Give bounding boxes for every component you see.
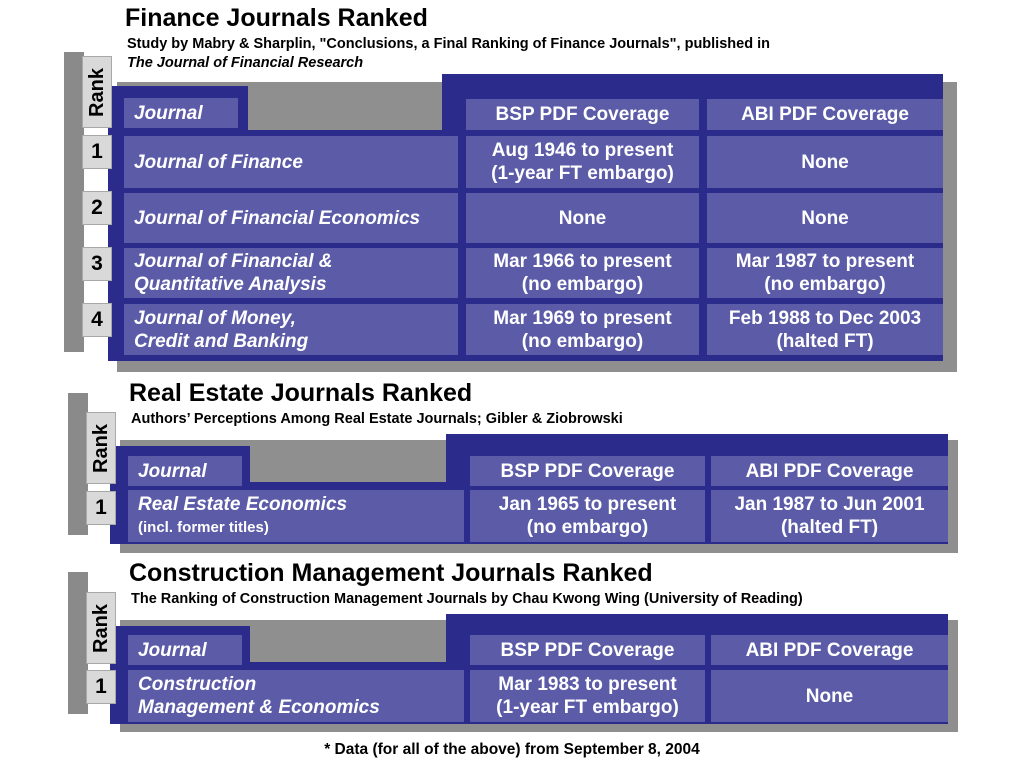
- construction-rank-header: Rank: [86, 592, 116, 664]
- realestate-row-1-journal-line1: Real Estate Economics: [138, 494, 348, 515]
- finance-row-1-bsp-line1: Aug 1946 to present: [491, 140, 674, 161]
- finance-row-3-journal: Journal of Financial & Quantitative Analy…: [124, 248, 458, 298]
- construction-row-1-bsp: Mar 1983 to present (1-year FT embargo): [470, 670, 705, 722]
- construction-row-1-journal: Construction Management & Economics: [128, 670, 464, 722]
- finance-rank-3: 3: [82, 247, 112, 281]
- footnote: * Data (for all of the above) from Septe…: [324, 741, 700, 758]
- realestate-rank-side: [68, 393, 88, 535]
- finance-row-3-abi-line2: (no embargo): [764, 274, 886, 295]
- finance-row-4-bsp: Mar 1969 to present (no embargo): [466, 304, 699, 355]
- construction-header-bsp: BSP PDF Coverage: [470, 635, 705, 665]
- finance-row-2-journal: Journal of Financial Economics: [124, 193, 458, 243]
- finance-row-1-journal: Journal of Finance: [124, 136, 458, 188]
- construction-header-abi: ABI PDF Coverage: [711, 635, 948, 665]
- construction-row-1-journal-line2: Management & Economics: [138, 697, 380, 718]
- realestate-row-1-abi-line2: (halted FT): [780, 517, 879, 538]
- finance-row-3-bsp-line2: (no embargo): [521, 274, 644, 295]
- finance-subtitle-journal: The Journal of Financial Research: [127, 55, 364, 71]
- finance-title: Finance Journals Ranked: [125, 4, 428, 32]
- construction-row-1-abi: None: [711, 670, 948, 722]
- finance-rank-2: 2: [82, 191, 112, 225]
- finance-row-3-bsp-line1: Mar 1966 to present: [493, 251, 672, 272]
- realestate-subtitle: Authors’ Perceptions Among Real Estate J…: [131, 411, 623, 427]
- finance-row-4-journal: Journal of Money, Credit and Banking: [124, 304, 458, 355]
- construction-rank-label: Rank: [89, 603, 112, 653]
- realestate-row-1-abi-line1: Jan 1987 to Jun 2001: [734, 494, 925, 515]
- realestate-header-bsp: BSP PDF Coverage: [470, 456, 705, 486]
- realestate-rank-label: Rank: [89, 423, 112, 473]
- finance-row-4-journal-line2: Credit and Banking: [134, 330, 309, 352]
- finance-header-bsp: BSP PDF Coverage: [466, 99, 699, 130]
- construction-header-journal: Journal: [128, 635, 242, 665]
- finance-row-4-abi: Feb 1988 to Dec 2003 (halted FT): [707, 304, 943, 355]
- finance-rank-side: [64, 52, 84, 352]
- finance-row-3-journal-line1: Journal of Financial &: [134, 251, 333, 272]
- construction-row-1-bsp-line1: Mar 1983 to present: [498, 674, 677, 695]
- realestate-rank-1: 1: [86, 491, 116, 525]
- finance-header-journal: Journal: [124, 98, 238, 128]
- finance-row-4-abi-line2: (halted FT): [776, 330, 874, 352]
- finance-rank-label: Rank: [85, 67, 108, 117]
- finance-row-4-bsp-line1: Mar 1969 to present: [493, 307, 672, 329]
- realestate-rank-header: Rank: [86, 412, 116, 484]
- finance-row-2-bsp: None: [466, 193, 699, 243]
- realestate-row-1-bsp-line2: (no embargo): [526, 517, 649, 538]
- realestate-row-1-journal: Real Estate Economics (incl. former title…: [128, 490, 464, 542]
- realestate-row-1-bsp-line1: Jan 1965 to present: [498, 494, 677, 515]
- finance-row-2-abi: None: [707, 193, 943, 243]
- construction-rank-side: [68, 572, 88, 714]
- realestate-row-1-bsp: Jan 1965 to present (no embargo): [470, 490, 705, 542]
- finance-rank-header: Rank: [82, 56, 112, 128]
- finance-rank-4: 4: [82, 303, 112, 337]
- finance-row-4-abi-line1: Feb 1988 to Dec 2003: [728, 307, 922, 329]
- realestate-header-journal: Journal: [128, 456, 242, 486]
- construction-subtitle: The Ranking of Construction Management J…: [131, 591, 803, 607]
- finance-row-3-abi-line1: Mar 1987 to present: [735, 251, 915, 272]
- finance-subtitle-text: Study by Mabry & Sharplin, "Conclusions,…: [127, 36, 770, 52]
- construction-row-1-journal-line1: Construction: [138, 674, 257, 695]
- realestate-title: Real Estate Journals Ranked: [129, 379, 473, 407]
- realestate-header-abi: ABI PDF Coverage: [711, 456, 948, 486]
- finance-rank-1: 1: [82, 135, 112, 169]
- construction-title: Construction Management Journals Ranked: [129, 559, 653, 587]
- realestate-row-1-abi: Jan 1987 to Jun 2001 (halted FT): [711, 490, 948, 542]
- finance-row-3-abi: Mar 1987 to present (no embargo): [707, 248, 943, 298]
- finance-header-abi: ABI PDF Coverage: [707, 99, 943, 130]
- construction-row-1-bsp-line2: (1-year FT embargo): [496, 697, 679, 718]
- finance-row-4-bsp-line2: (no embargo): [521, 330, 644, 352]
- finance-row-3-journal-line2: Quantitative Analysis: [134, 274, 327, 295]
- finance-row-4-journal-line1: Journal of Money,: [134, 307, 296, 329]
- construction-rank-1: 1: [86, 670, 116, 704]
- finance-subtitle: Study by Mabry & Sharplin, "Conclusions,…: [127, 35, 770, 73]
- finance-row-1-bsp-line2: (1-year FT embargo): [491, 163, 674, 184]
- finance-row-1-abi: None: [707, 136, 943, 188]
- realestate-row-1-journal-note: (incl. former titles): [138, 519, 269, 536]
- finance-row-1-bsp: Aug 1946 to present (1-year FT embargo): [466, 136, 699, 188]
- finance-row-3-bsp: Mar 1966 to present (no embargo): [466, 248, 699, 298]
